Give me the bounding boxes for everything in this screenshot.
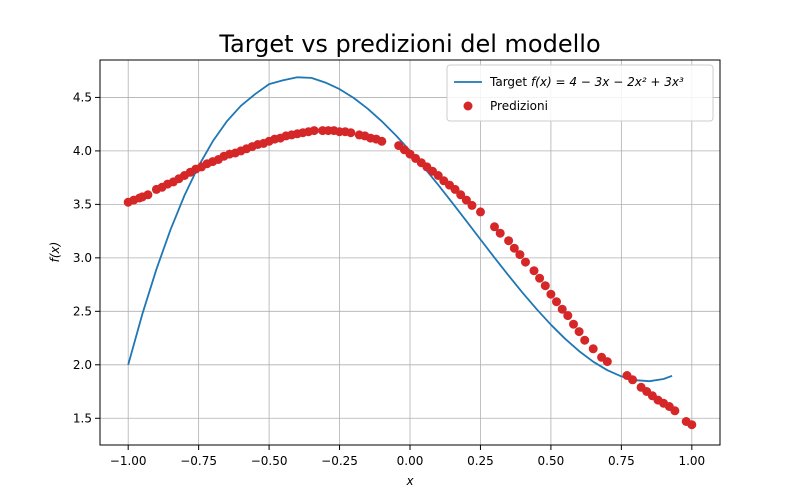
legend-target-formula: f(x) = 4 − 3x − 2x² + 3x³ — [531, 75, 684, 89]
legend-target-label: Target f(x) = 4 − 3x − 2x² + 3x³ — [489, 75, 684, 89]
prediction-point — [540, 281, 550, 291]
prediction-point — [602, 357, 612, 367]
prediction-point — [433, 171, 443, 180]
x-tick-label: 0.50 — [538, 454, 565, 468]
prediction-point — [546, 289, 556, 299]
prediction-point — [461, 195, 471, 205]
y-axis-label: f(x) — [48, 242, 62, 263]
y-tick-label: 3.0 — [73, 251, 92, 265]
y-tick-label: 2.0 — [73, 358, 92, 372]
y-tick-label: 3.5 — [73, 197, 92, 211]
prediction-point — [346, 128, 356, 138]
prediction-scatter-series — [123, 126, 697, 430]
prediction-point — [467, 200, 477, 210]
prediction-point — [588, 344, 598, 354]
prediction-point — [509, 243, 519, 253]
prediction-point — [476, 207, 485, 217]
y-axis-ticks: 1.5 2.0 2.5 3.0 3.5 4.0 4.5 — [73, 90, 100, 425]
x-tick-label: −0.25 — [321, 454, 358, 468]
prediction-point — [504, 236, 514, 246]
prediction-point — [529, 266, 539, 276]
prediction-point — [552, 297, 561, 307]
x-axis-ticks: −1.00 −0.75 −0.50 −0.25 0.00 0.25 0.50 0.75 1.00 — [110, 445, 705, 468]
x-tick-label: −0.75 — [180, 454, 217, 468]
target-curve — [127, 76, 673, 383]
prediction-point — [670, 406, 680, 416]
prediction-point — [309, 126, 319, 136]
y-tick-label: 4.5 — [73, 90, 92, 104]
legend: Target f(x) = 4 − 3x − 2x² + 3x³ Predizi… — [446, 64, 714, 122]
prediction-point — [687, 420, 697, 430]
legend-target-prefix: Target — [489, 75, 531, 89]
legend-predictions-swatch — [463, 101, 473, 111]
prediction-point — [515, 250, 525, 260]
x-tick-label: 1.00 — [678, 454, 705, 468]
prediction-point — [377, 136, 387, 146]
prediction-point — [574, 327, 584, 337]
prediction-point — [490, 222, 499, 232]
prediction-point — [143, 190, 153, 200]
prediction-point — [456, 190, 466, 200]
target-line-series — [127, 76, 673, 383]
prediction-point — [450, 184, 460, 194]
plot-area — [99, 59, 721, 446]
y-tick-label: 2.5 — [73, 304, 92, 318]
legend-predictions-label: Predizioni — [490, 99, 548, 113]
prediction-point — [557, 304, 567, 314]
prediction-point — [580, 335, 590, 345]
prediction-point — [563, 311, 573, 321]
x-tick-label: −0.50 — [251, 454, 288, 468]
x-tick-label: −1.00 — [110, 454, 147, 468]
prediction-point — [535, 273, 545, 283]
prediction-point — [521, 257, 530, 267]
x-tick-label: 0.75 — [608, 454, 635, 468]
chart-title: Target vs predizioni del modello — [218, 30, 600, 58]
y-tick-label: 4.0 — [73, 144, 92, 158]
prediction-point — [569, 319, 578, 329]
x-axis-label: x — [405, 474, 414, 488]
x-tick-label: 0.00 — [397, 454, 424, 468]
x-tick-label: 0.25 — [467, 454, 494, 468]
y-tick-label: 1.5 — [73, 411, 92, 425]
prediction-point — [628, 375, 638, 385]
prediction-point — [495, 228, 505, 238]
legend-box — [446, 64, 714, 122]
